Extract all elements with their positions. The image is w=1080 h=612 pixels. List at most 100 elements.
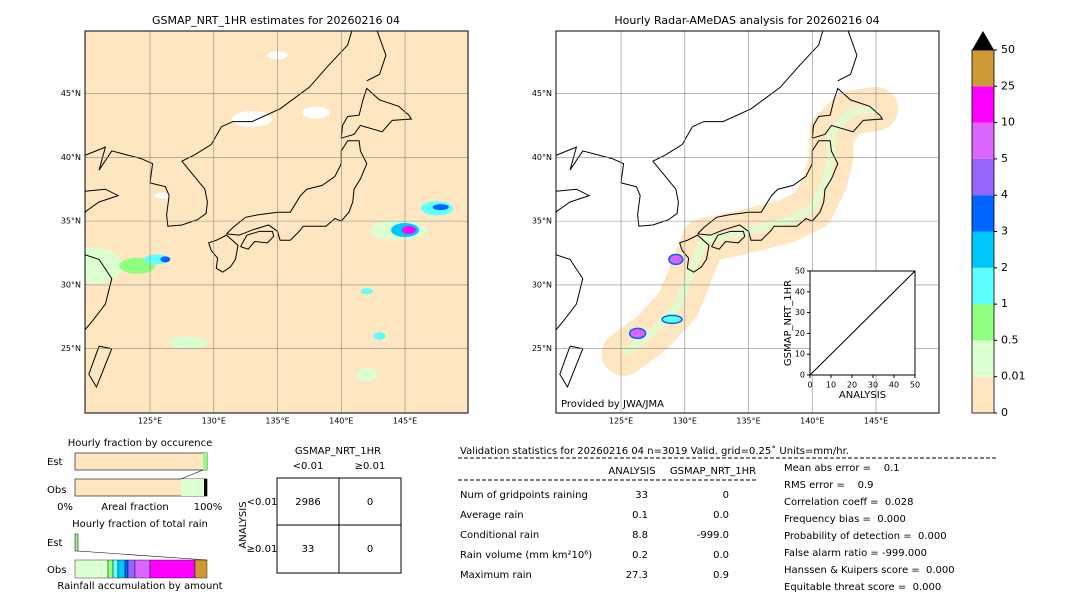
column-label: GSMAP_NRT_1HR (670, 466, 756, 477)
bar (74, 452, 208, 471)
rain-area (628, 327, 647, 340)
panel-title: Hourly fraction by occurence (68, 438, 212, 449)
rain-area (356, 367, 377, 382)
map-frame (84, 30, 469, 414)
colorbar-segment (972, 304, 994, 341)
rain-area (144, 254, 169, 265)
table-cell: 33 (302, 544, 315, 555)
stat-value: 0.0 (713, 550, 729, 561)
colorbar-segment (972, 231, 994, 268)
stat-label: Rain volume (mm km²10⁶) (460, 550, 592, 561)
no-data-area (301, 106, 330, 119)
map-title: GSMAP_NRT_1HR estimates for 20260216 04 (152, 14, 400, 27)
rain-area (168, 336, 209, 349)
x-tick-label: 20 (847, 381, 857, 390)
colorbar-segment (972, 50, 994, 87)
bar-part (203, 453, 207, 470)
rain-area (668, 253, 684, 266)
lat-label: 30°N (61, 280, 81, 289)
lat-label: 40°N (61, 153, 81, 162)
colorbar-label: 0 (1001, 406, 1008, 419)
lat-label: 35°N (61, 217, 81, 226)
map-title: Hourly Radar-AMeDAS analysis for 2026021… (614, 14, 879, 27)
score: Mean abs error = 0.1 (784, 463, 900, 474)
column-label: ≥0.01 (355, 461, 386, 472)
map-frame (555, 30, 940, 414)
connector (180, 469, 204, 480)
lon-label: 140°E (329, 417, 353, 426)
lon-label: 145°E (864, 417, 888, 426)
stat-value: 0 (723, 490, 729, 501)
bar-part (194, 559, 208, 579)
stat-label: Maximum rain (460, 570, 532, 581)
stat-value: 0.1 (632, 510, 648, 521)
colorbar-label: 0.5 (1001, 333, 1019, 346)
lon-label: 125°E (138, 417, 162, 426)
colorbar-segment (972, 195, 994, 232)
lat-label: 25°N (532, 344, 552, 353)
lon-label: 135°E (736, 417, 760, 426)
coastline (340, 87, 413, 139)
colorbar-segment (972, 340, 994, 377)
coastline (811, 87, 884, 139)
score: Hanssen & Kuipers score = 0.000 (784, 565, 955, 576)
coastline (556, 126, 693, 227)
stat-value: 8.8 (632, 530, 648, 541)
colorbar-segment (972, 158, 994, 196)
panel-footer: Rainfall accumulation by amount (57, 581, 222, 592)
column-label: <0.01 (293, 461, 324, 472)
colorbar-label: 0.01 (1001, 370, 1026, 383)
y-tick-label: 10 (795, 350, 805, 359)
score: Equitable threat score = 0.000 (784, 582, 941, 593)
coastline (85, 126, 222, 227)
colorbar-label: 5 (1001, 152, 1008, 165)
row-label: Est (47, 457, 63, 468)
table-cell: 0 (367, 544, 373, 555)
colorbar-label: 10 (1001, 116, 1015, 129)
column-label: ANALYSIS (608, 466, 655, 477)
colorbar-label: 1 (1001, 297, 1008, 310)
stat-label: Average rain (460, 510, 524, 521)
colorbar-segment (972, 122, 994, 159)
colorbar-label: 2 (1001, 261, 1008, 274)
lat-label: 30°N (532, 280, 552, 289)
colorbar-label: 3 (1001, 225, 1008, 238)
coastline (366, 31, 387, 82)
stat-value: 33 (635, 490, 648, 501)
lon-label: 130°E (673, 417, 697, 426)
colorbar-label: 25 (1001, 79, 1015, 92)
coastline (556, 254, 584, 331)
stat-value: 0.2 (632, 550, 648, 561)
score: False alarm ratio = -999.000 (784, 548, 927, 559)
score: RMS error = 0.9 (784, 480, 874, 491)
row-label: ≥0.01 (247, 544, 278, 555)
x-tick-label: 0 (807, 381, 812, 390)
colorbar-label: 4 (1001, 188, 1008, 201)
coastline (697, 140, 839, 241)
diagonal (809, 270, 916, 376)
rain-area (401, 226, 416, 235)
row-label: Est (47, 538, 63, 549)
axis-label: Areal fraction (101, 502, 168, 513)
map (85, 31, 468, 413)
bar-part (149, 559, 196, 579)
y-tick-label: 50 (795, 267, 805, 276)
colorbar-label: 50 (1001, 43, 1015, 56)
stat-value: 0.0 (713, 510, 729, 521)
colorbar-segment (972, 86, 994, 123)
rain-area (360, 288, 373, 295)
x-tick-label: 10 (826, 381, 836, 390)
colorbar-segment (972, 267, 994, 305)
lat-label: 35°N (532, 217, 552, 226)
score: Frequency bias = 0.000 (784, 514, 906, 525)
score: Correlation coeff = 0.028 (784, 497, 914, 508)
y-axis-label: GSMAP_NRT_1HR (783, 280, 794, 366)
stat-label: Conditional rain (460, 530, 539, 541)
lon-label: 125°E (609, 417, 633, 426)
bar-part (181, 479, 204, 496)
bar-part (74, 559, 109, 579)
y-tick-label: 40 (795, 287, 805, 296)
colorbar-extend (972, 31, 994, 50)
axis-label: 0% (57, 502, 73, 513)
row-label: Obs (47, 485, 66, 496)
